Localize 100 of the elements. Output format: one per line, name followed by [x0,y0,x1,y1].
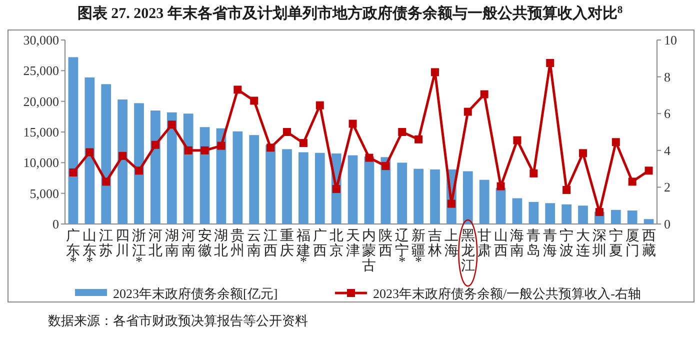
x-tick-label: 北京 [329,228,344,259]
x-tick-label: 青海 [543,228,558,259]
x-tick-label: 陕西 [378,228,393,259]
point [200,146,209,154]
x-tick-label: 厦门 [625,228,640,259]
x-tick-label: 江西 [264,228,278,259]
bar [232,131,243,224]
bar [512,198,522,224]
point [316,101,324,110]
x-tick-label: 新疆* [412,228,426,270]
point [168,120,176,129]
x-tick-label: 海南 [510,228,524,259]
point [283,128,291,136]
point [513,136,522,144]
point [447,200,456,208]
x-tick-label: 浙江* [132,228,146,270]
point [184,146,192,154]
y2-tick-label: 0 [664,216,670,232]
bar [644,219,654,224]
x-tick-label: 内蒙古 [362,228,376,274]
x-tick-label: 大连 [576,228,590,259]
bar [150,110,160,224]
point [382,162,390,170]
bar [610,210,621,224]
bar [134,103,144,224]
bar [200,127,210,224]
x-tick-label: 深圳 [591,228,606,259]
y-tick-label: 30,000 [23,32,59,48]
x-tick-label: 辽宁* [395,228,410,270]
bar [166,112,177,224]
x-tick-label: 贵州 [230,228,245,259]
x-tick-label: 广东* [66,228,80,270]
point [102,178,110,186]
x-tick-label: 天津 [346,229,360,259]
point [595,208,604,216]
bar [84,77,95,224]
point [464,108,472,116]
x-tick-label: 湖北 [214,228,228,259]
y-tick-label: 0 [52,216,59,232]
bar [314,152,325,224]
bar [249,135,260,224]
y-tick-label: 15,000 [23,124,59,140]
point [234,86,242,94]
point [250,96,258,105]
x-tick-label: 福建* [295,228,310,270]
x-tick-label: 广西 [312,228,327,259]
bar [183,114,194,224]
point [266,144,275,152]
bar [479,180,490,224]
x-tick-label: 青岛 [526,228,541,259]
y2-tick-label: 4 [664,142,671,158]
bar [528,202,539,224]
point [628,178,636,186]
legend-label: 2023年末政府债务余额/一般公共预算收入-右轴 [373,286,641,301]
legend-label: 2023年末政府债务余额[亿元] [113,286,278,301]
point [135,166,143,175]
point [299,139,308,148]
bar [496,188,506,224]
x-tick-label: 湖南 [164,228,179,259]
bar [545,203,556,224]
bar [627,210,638,224]
point [480,90,488,98]
point [496,182,505,190]
x-tick-label: 宁夏 [608,228,623,259]
bar [430,169,440,224]
x-tick-label: 河北 [148,228,162,259]
x-tick-label: 黑龙江 [460,229,475,274]
point [644,166,653,175]
bar [101,84,112,224]
y2-tick-label: 10 [664,32,677,48]
point [546,59,554,67]
bar [578,206,588,224]
point [612,138,620,146]
point [118,152,127,160]
point [579,149,587,158]
x-tick-label: 山东* [82,228,97,270]
bar [266,144,276,224]
y-tick-label: 10,000 [23,155,59,170]
y-tick-label: 5,000 [30,186,59,201]
point [332,185,340,194]
bar [348,155,358,224]
bar [282,149,292,224]
x-tick-label: 四川 [116,229,130,259]
point [151,140,160,149]
x-tick-label: 重庆 [280,228,294,259]
point [398,128,406,136]
bar [68,57,78,224]
bar [298,152,308,224]
point [69,168,78,176]
source-note: 数据来源：各省市财政预决算报告等公开资料 [48,313,308,328]
x-tick-label: 江苏 [99,228,114,259]
x-tick-label: 西藏 [642,229,656,259]
point [86,148,94,156]
point [365,154,374,162]
y2-tick-label: 2 [664,180,670,195]
point [348,120,357,128]
y-tick-label: 25,000 [23,63,59,78]
bar [397,162,408,224]
bar [562,204,572,224]
point [530,169,538,178]
